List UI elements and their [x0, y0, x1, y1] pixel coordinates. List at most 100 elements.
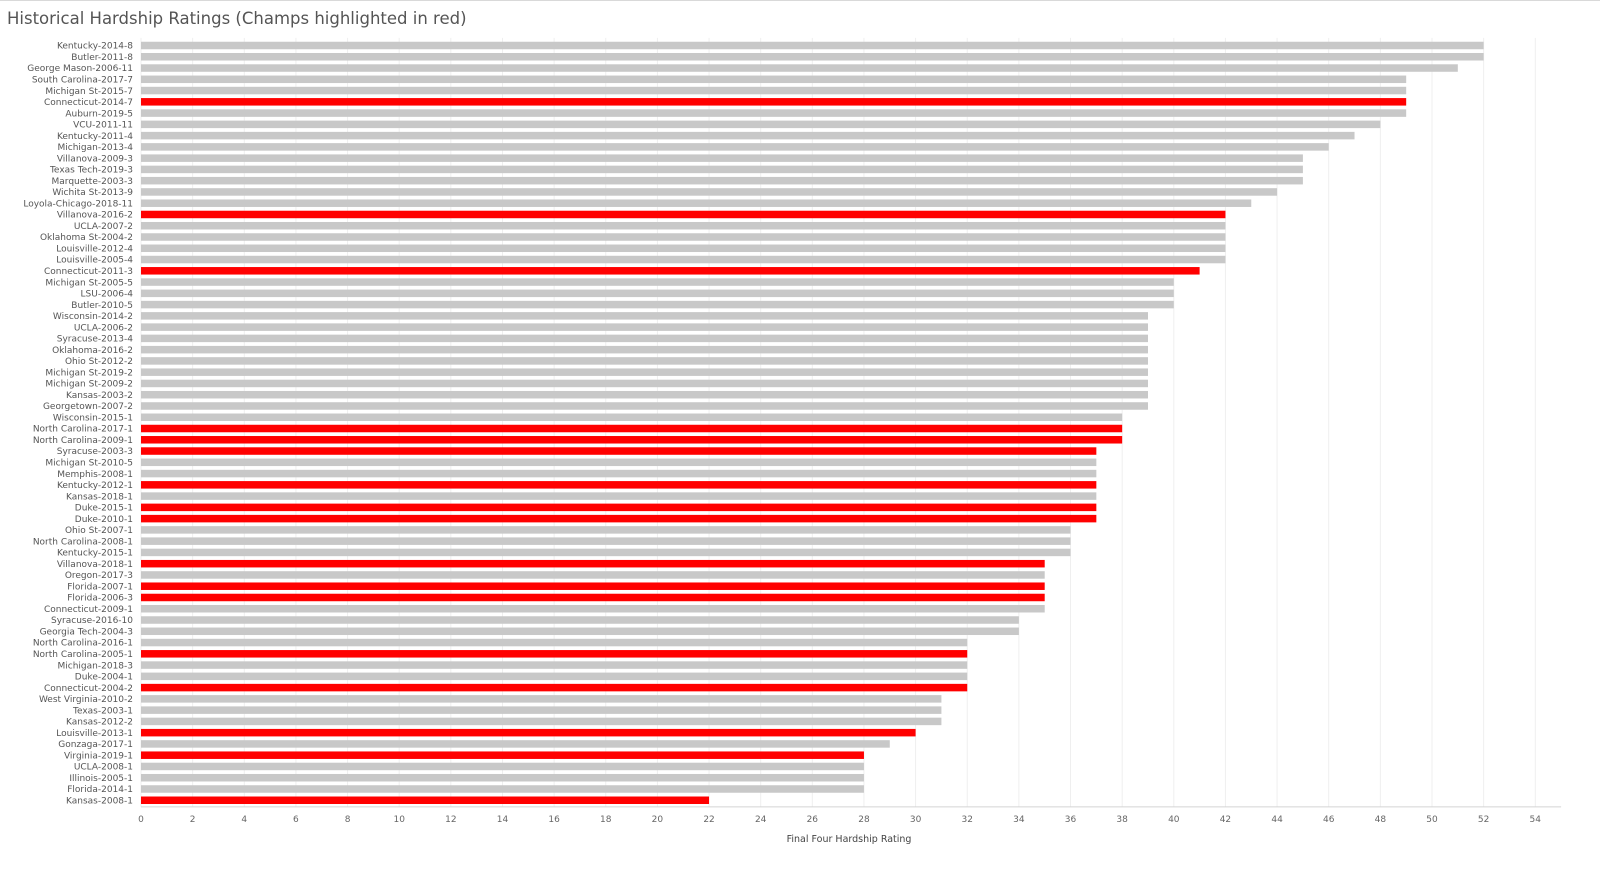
- x-tick-label: 30: [910, 815, 922, 825]
- bar-champion: [141, 503, 1097, 512]
- category-label: Florida-2006-3: [67, 594, 133, 604]
- x-tick-label: 50: [1426, 815, 1438, 825]
- category-label: Wichita St-2013-9: [52, 188, 133, 198]
- x-tick-label: 42: [1220, 815, 1231, 825]
- bar: [141, 402, 1148, 410]
- bar-champion: [141, 514, 1097, 523]
- bar: [141, 233, 1226, 241]
- x-tick-label: 0: [138, 815, 144, 825]
- category-label: LSU-2006-4: [81, 290, 134, 300]
- category-label: Oregon-2017-3: [65, 571, 133, 581]
- category-label: Duke-2010-1: [75, 515, 133, 525]
- category-label: Villanova-2018-1: [57, 560, 133, 570]
- bar-champion: [141, 728, 916, 737]
- bar: [141, 616, 1019, 624]
- bar: [141, 492, 1097, 500]
- bar: [141, 706, 942, 714]
- bar: [141, 762, 864, 771]
- category-label: North Carolina-2016-1: [33, 639, 133, 649]
- bar: [141, 773, 864, 782]
- category-label: Syracuse-2003-3: [57, 447, 133, 457]
- x-tick-label: 18: [600, 815, 612, 825]
- category-label: Louisville-2013-1: [56, 729, 133, 739]
- bar-champion: [141, 582, 1045, 590]
- bar: [141, 199, 1252, 207]
- category-label: North Carolina-2005-1: [33, 650, 133, 660]
- category-label: Syracuse-2013-4: [57, 335, 134, 345]
- bar-champion: [141, 751, 864, 759]
- category-label: Oklahoma-2016-2: [52, 346, 133, 356]
- category-label: Ohio St-2007-1: [65, 526, 133, 536]
- bar: [141, 695, 942, 703]
- category-label: Marquette-2003-3: [52, 177, 134, 187]
- bar: [141, 53, 1484, 61]
- x-tick-label: 52: [1478, 815, 1489, 825]
- bar: [141, 244, 1226, 253]
- bar: [141, 357, 1148, 365]
- x-tick-label: 16: [548, 815, 560, 825]
- category-label: Loyola-Chicago-2018-11: [23, 199, 133, 209]
- bar: [141, 458, 1097, 467]
- bar: [141, 131, 1355, 140]
- category-label: Michigan-2013-4: [58, 143, 134, 153]
- x-tick-label: 26: [807, 815, 819, 825]
- bar: [141, 390, 1148, 399]
- category-label: Connecticut-2014-7: [44, 98, 133, 108]
- x-tick-label: 14: [497, 815, 509, 825]
- category-label: Kentucky-2014-8: [57, 42, 133, 52]
- bar: [141, 312, 1148, 320]
- category-label: Kentucky-2012-1: [57, 481, 133, 491]
- bar: [141, 379, 1148, 388]
- bar-champion: [141, 559, 1045, 568]
- bar: [141, 526, 1071, 534]
- category-label: Michigan-2018-3: [58, 661, 133, 671]
- bar-champion: [141, 593, 1045, 602]
- x-tick-label: 12: [445, 815, 456, 825]
- bar: [141, 188, 1278, 196]
- bar: [141, 154, 1303, 162]
- bar: [141, 605, 1045, 613]
- category-label: Kentucky-2015-1: [57, 549, 133, 559]
- bar: [141, 41, 1484, 50]
- category-label: UCLA-2008-1: [74, 763, 133, 773]
- category-label: Syracuse-2016-10: [51, 616, 133, 626]
- category-label: Florida-2007-1: [67, 582, 133, 592]
- bar: [141, 785, 864, 793]
- category-label: Louisville-2012-4: [56, 244, 133, 254]
- category-label: Florida-2014-1: [67, 785, 133, 795]
- bar: [141, 627, 1019, 636]
- bar: [141, 537, 1071, 545]
- category-label: Ohio St-2012-2: [65, 357, 133, 367]
- bar-champion: [141, 683, 968, 692]
- bar: [141, 638, 968, 647]
- bar-champion: [141, 267, 1200, 275]
- bar: [141, 413, 1123, 421]
- bar: [141, 323, 1148, 331]
- category-label: West Virginia-2010-2: [39, 695, 133, 705]
- bar: [141, 278, 1174, 286]
- x-tick-label: 6: [293, 815, 299, 825]
- bar: [141, 740, 890, 748]
- category-label: Villanova-2009-3: [57, 154, 133, 164]
- category-label: Michigan St-2009-2: [45, 380, 133, 390]
- category-label: Duke-2015-1: [75, 504, 133, 514]
- x-tick-label: 46: [1323, 815, 1335, 825]
- bar: [141, 86, 1407, 95]
- bar: [141, 143, 1329, 151]
- category-label: South Carolina-2017-7: [32, 75, 133, 85]
- category-label: VCU-2011-11: [73, 121, 133, 131]
- bar: [141, 64, 1458, 72]
- bar: [141, 176, 1303, 185]
- bar: [141, 345, 1148, 354]
- x-tick-label: 4: [241, 815, 247, 825]
- category-label: Georgetown-2007-2: [43, 402, 133, 412]
- category-label: Michigan St-2015-7: [45, 87, 133, 97]
- category-label: Connecticut-2004-2: [44, 684, 133, 694]
- x-tick-label: 24: [755, 815, 767, 825]
- category-label: Texas Tech-2019-3: [49, 166, 133, 176]
- category-label: Butler-2011-8: [71, 53, 133, 63]
- category-label: Virginia-2019-1: [64, 751, 133, 761]
- bar: [141, 334, 1148, 343]
- category-label: Connecticut-2009-1: [44, 605, 133, 615]
- x-tick-label: 8: [345, 815, 351, 825]
